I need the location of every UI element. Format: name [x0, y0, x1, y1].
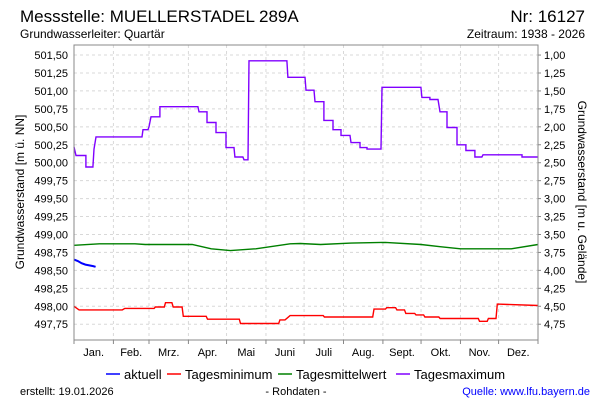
y-tick-label-left: 500,75 [34, 104, 68, 116]
x-tick-label: Sept. [389, 347, 415, 359]
y-tick-label-left: 501,50 [34, 50, 68, 62]
y-axis-label-right: Grundwasserstand [m u. Gelände] [575, 101, 589, 284]
x-tick-label: Mai [237, 347, 255, 359]
y-tick-label-right: 1,00 [544, 50, 565, 62]
source-link[interactable]: Quelle: www.lfu.bayern.de [462, 386, 590, 398]
y-tick-label-right: 3,00 [544, 194, 565, 206]
created-date: erstellt: 19.01.2026 [20, 386, 114, 398]
y-tick-label-left: 501,00 [34, 86, 68, 98]
y-tick-label-right: 2,00 [544, 122, 565, 134]
station-number: Nr: 16127 [510, 7, 585, 26]
chart-title: Messstelle: MUELLERSTADEL 289A [20, 7, 299, 26]
y-tick-label-left: 500,50 [34, 122, 68, 134]
x-tick-label: Nov. [469, 347, 491, 359]
legend-label-mittel: Tagesmittelwert [296, 367, 387, 382]
raw-data-note: - Rohdaten - [265, 386, 326, 398]
y-tick-label-left: 498,50 [34, 265, 68, 277]
y-tick-label-left: 500,25 [34, 140, 68, 152]
y-tick-label-right: 3,75 [544, 247, 565, 259]
y-tick-label-right: 2,75 [544, 176, 565, 188]
x-tick-label: Juni [275, 347, 295, 359]
y-tick-label-right: 4,50 [544, 301, 565, 313]
y-tick-label-left: 500,00 [34, 158, 68, 170]
axis-ticks: 501,50 1,00 501,25 1,25 501,00 1,50 500,75 1,75… [34, 50, 565, 359]
period-label: Zeitraum: 1938 - 2026 [467, 27, 585, 41]
legend-label-max: Tagesmaximum [414, 367, 505, 382]
legend-label-aktuell: aktuell [124, 367, 162, 382]
y-tick-label-right: 3,25 [544, 212, 565, 224]
legend: aktuell Tagesminimum Tagesmittelwert Tag… [106, 367, 505, 382]
x-tick-label: Juli [316, 347, 333, 359]
x-tick-label: Okt. [431, 347, 451, 359]
aquifer-label: Grundwasserleiter: Quartär [20, 27, 165, 41]
y-tick-label-left: 499,75 [34, 176, 68, 188]
x-tick-label: Jan. [83, 347, 104, 359]
y-tick-label-left: 501,25 [34, 68, 68, 80]
y-tick-label-left: 499,25 [34, 212, 68, 224]
x-tick-label: Feb. [120, 347, 142, 359]
y-tick-label-right: 4,00 [544, 265, 565, 277]
y-tick-label-left: 498,75 [34, 247, 68, 259]
y-tick-label-right: 1,50 [544, 86, 565, 98]
series-lines [73, 60, 539, 325]
x-tick-label: Aug. [352, 347, 375, 359]
y-tick-label-right: 4,25 [544, 283, 565, 295]
grid [74, 45, 538, 340]
y-tick-label-right: 4,75 [544, 319, 565, 331]
y-axis-label-left: Grundwasserstand [m ü. NN] [13, 115, 27, 270]
plot-frame [73, 44, 539, 341]
y-tick-label-right: 2,25 [544, 140, 565, 152]
x-tick-label: Mrz. [158, 347, 179, 359]
series-line-aktuell [73, 258, 96, 268]
legend-label-min: Tagesminimum [185, 367, 272, 382]
x-tick-label: Apr. [198, 347, 218, 359]
y-tick-label-left: 498,25 [34, 283, 68, 295]
y-tick-label-left: 499,00 [34, 229, 68, 241]
y-tick-label-right: 2,50 [544, 158, 565, 170]
y-tick-label-right: 1,25 [544, 68, 565, 80]
y-tick-label-left: 499,50 [34, 194, 68, 206]
series-line-mittel [73, 241, 539, 252]
y-tick-label-left: 498,00 [34, 301, 68, 313]
y-tick-label-left: 497,75 [34, 319, 68, 331]
series-line-min [73, 302, 539, 325]
x-tick-label: Dez. [507, 347, 530, 359]
series-line-max [73, 60, 538, 168]
y-tick-label-right: 1,75 [544, 104, 565, 116]
y-tick-label-right: 3,50 [544, 229, 565, 241]
